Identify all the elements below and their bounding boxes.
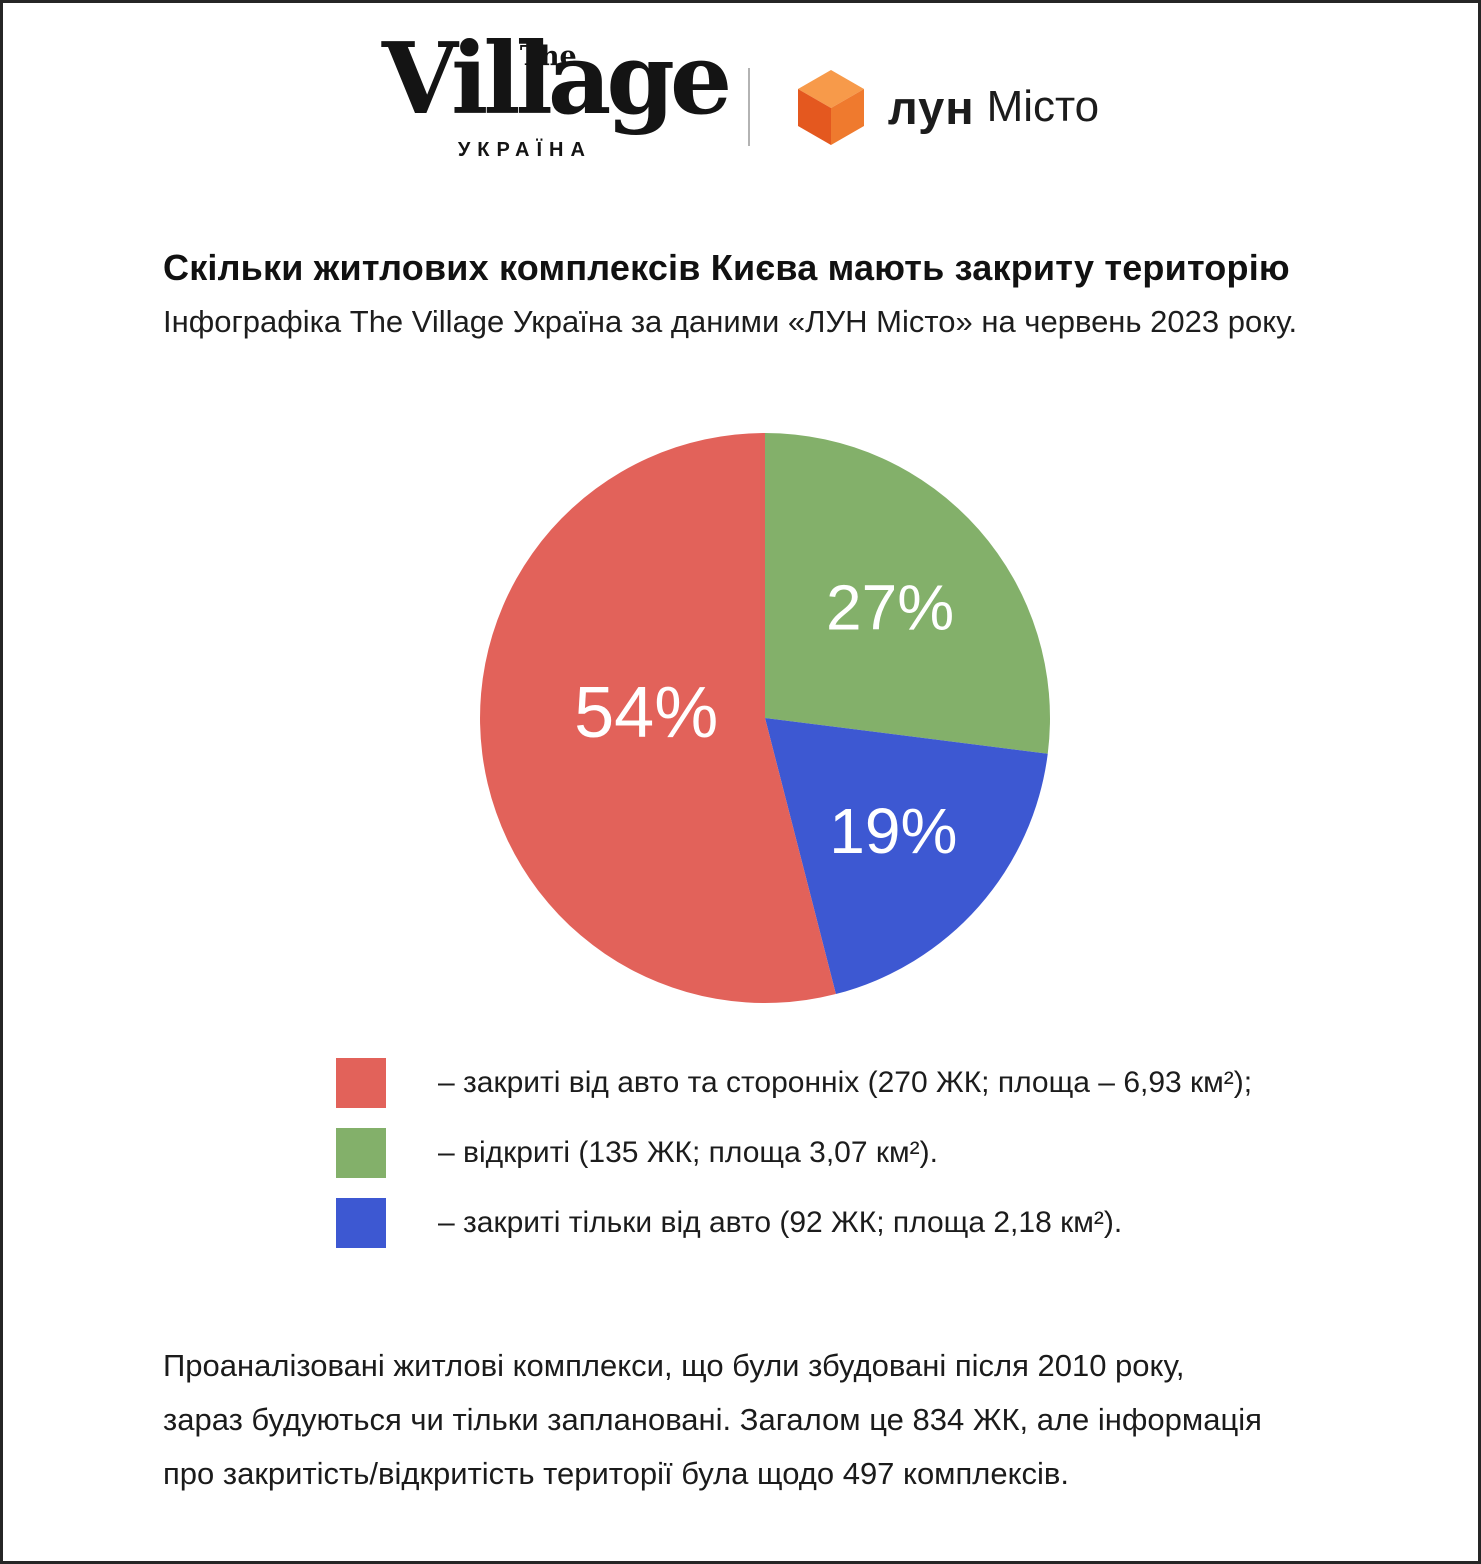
pie-chart: 27% 19% 54% — [480, 433, 1050, 1003]
legend: – закриті від авто та сторонніх (270 ЖК;… — [336, 1058, 1252, 1268]
the-village-logo: Village The УКРАЇНА — [382, 31, 732, 167]
page-title: Скільки житлових комплексів Києва мають … — [163, 247, 1290, 288]
lun-cube-icon — [797, 70, 864, 145]
village-logo-wordmark: Village — [381, 22, 732, 137]
logo-divider — [747, 68, 750, 146]
footnote-line: зараз будуються чи тільки заплановані. З… — [163, 1402, 1262, 1437]
footnote-line: Проаналізовані житлові комплекси, що бул… — [163, 1348, 1185, 1383]
page-subtitle: Інфографіка The Village Україна за даним… — [163, 304, 1298, 339]
legend-label: – закриті від авто та сторонніх (270 ЖК;… — [438, 1066, 1253, 1099]
pie-slice-2 — [480, 433, 836, 1003]
legend-label: – закриті тільки від авто (92 ЖК; площа … — [438, 1206, 1123, 1239]
pie-slice-label-0: 27% — [826, 572, 954, 644]
legend-swatch-green — [336, 1128, 386, 1178]
footnote-line: про закритість/відкритість території бул… — [163, 1456, 1069, 1491]
legend-item-open: – відкриті (135 ЖК; площа 3,07 км²). — [336, 1128, 1252, 1178]
footnote: Проаналізовані житлові комплекси, що бул… — [163, 1339, 1433, 1501]
legend-swatch-blue — [336, 1198, 386, 1248]
lun-logo-text: лун — [887, 80, 975, 134]
pie-slice-label-1: 19% — [829, 795, 957, 867]
village-logo-the: The — [519, 41, 577, 72]
legend-label: – відкриті (135 ЖК; площа 3,07 км²). — [438, 1136, 938, 1169]
legend-swatch-red — [336, 1058, 386, 1108]
village-logo-country: УКРАЇНА — [457, 139, 592, 161]
pie-slice-0 — [765, 433, 1050, 754]
pie-slice-label-2: 54% — [574, 673, 718, 753]
lun-logo-suffix: Місто — [986, 82, 1100, 131]
lun-misto-logo: лун Місто — [794, 67, 1099, 147]
legend-item-closed-cars: – закриті тільки від авто (92 ЖК; площа … — [336, 1198, 1252, 1248]
legend-item-closed-all: – закриті від авто та сторонніх (270 ЖК;… — [336, 1058, 1252, 1108]
pie-slice-1 — [765, 718, 1048, 995]
header: Village The УКРАЇНА лун Місто — [3, 31, 1478, 167]
